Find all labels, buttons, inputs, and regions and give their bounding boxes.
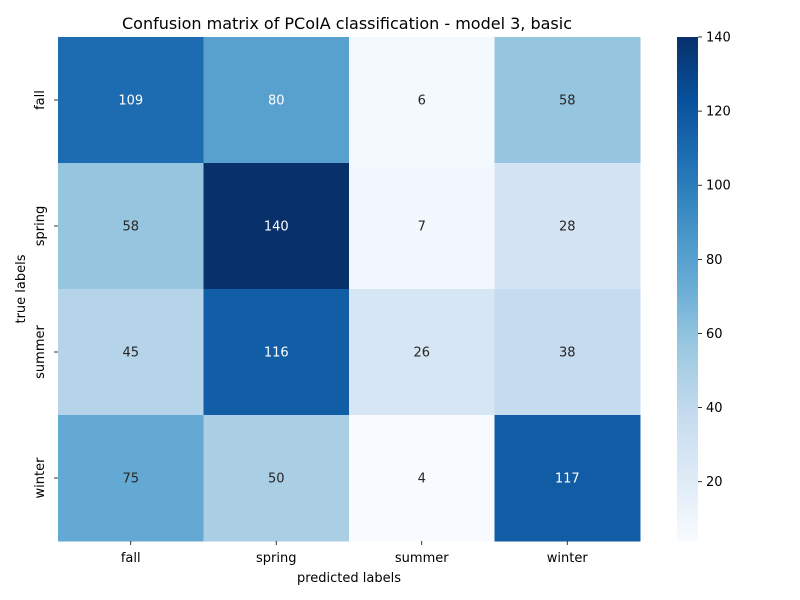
cell-value-label: 58 <box>122 220 139 235</box>
heatmap-cell-winter-winter <box>494 415 641 542</box>
cell-value-label: 117 <box>555 472 580 487</box>
cell-value-label: 75 <box>122 472 139 487</box>
heatmap-cell-spring-spring <box>203 163 350 290</box>
y-tick-label-winter: winter <box>33 457 48 499</box>
cell-value-label: 140 <box>264 220 289 235</box>
y-tick-label-spring: spring <box>33 206 48 246</box>
colorbar-ticks: 20 40 60 80 100 120 140 <box>698 31 731 490</box>
cell-value-label: 58 <box>559 94 576 109</box>
cell-value-label: 80 <box>268 94 285 109</box>
cell-value-label: 26 <box>413 346 430 361</box>
y-tick-label-fall: fall <box>33 90 48 110</box>
cell-value-label: 7 <box>418 220 426 235</box>
colorbar-tick-label: 20 <box>706 475 723 490</box>
colorbar <box>677 37 698 541</box>
heatmap-cell-fall-winter <box>494 37 641 164</box>
y-tick-label-summer: summer <box>33 325 48 379</box>
cell-value-label: 45 <box>122 346 139 361</box>
heatmap-cell-spring-winter <box>494 163 641 290</box>
colorbar-bar <box>677 37 698 541</box>
heatmap-cell-fall-spring <box>203 37 350 164</box>
heatmap-cell-winter-spring <box>203 415 350 542</box>
x-tick-label-summer: summer <box>395 551 449 566</box>
x-axis-ticks: fall spring summer winter <box>121 541 589 566</box>
colorbar-tick-label: 40 <box>706 401 723 416</box>
colorbar-tick-label: 100 <box>706 179 731 194</box>
heatmap-cell-winter-summer <box>349 415 495 542</box>
x-tick-label-spring: spring <box>256 551 296 566</box>
cell-value-label: 6 <box>418 94 426 109</box>
heatmap-cell-spring-fall <box>58 163 204 290</box>
cell-value-label: 4 <box>418 472 426 487</box>
heatmap-cell-summer-summer <box>349 289 495 416</box>
cell-value-label: 116 <box>264 346 289 361</box>
heatmap-cell-winter-fall <box>58 415 204 542</box>
heatmap-cell-fall-fall <box>58 37 204 164</box>
x-tick-label-winter: winter <box>547 551 589 566</box>
heatmap-cells <box>58 37 641 542</box>
x-axis-label: predicted labels <box>297 571 401 586</box>
colorbar-tick-label: 80 <box>706 253 723 268</box>
cell-value-label: 38 <box>559 346 576 361</box>
colorbar-tick-label: 140 <box>706 31 731 46</box>
colorbar-tick-label: 60 <box>706 327 723 342</box>
colorbar-tick-label: 120 <box>706 105 731 120</box>
heatmap-cell-fall-summer <box>349 37 495 164</box>
heatmap-cell-labels: 109 80 6 58 58 140 7 28 45 116 26 38 75 50 4 117 <box>118 94 579 487</box>
y-axis-ticks: fall spring summer winter <box>33 90 58 498</box>
x-tick-label-fall: fall <box>121 551 141 566</box>
heatmap-cell-summer-spring <box>203 289 350 416</box>
heatmap-cell-summer-winter <box>494 289 641 416</box>
heatmap-cell-spring-summer <box>349 163 495 290</box>
y-axis-label: true labels <box>14 254 29 323</box>
cell-value-label: 109 <box>118 94 143 109</box>
cell-value-label: 28 <box>559 220 576 235</box>
heatmap-cell-summer-fall <box>58 289 204 416</box>
cell-value-label: 50 <box>268 472 285 487</box>
chart-title: Confusion matrix of PCoIA classification… <box>122 14 572 33</box>
